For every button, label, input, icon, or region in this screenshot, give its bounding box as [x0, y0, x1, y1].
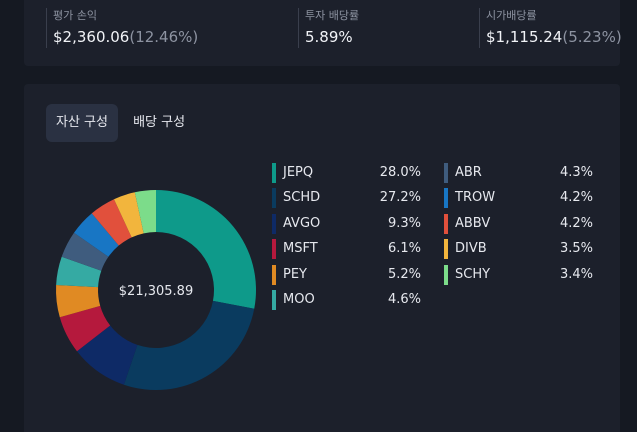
- stat-sub-value: (12.46%): [129, 28, 199, 46]
- legend-item-schd[interactable]: SCHD 27.2%: [272, 188, 421, 209]
- legend-percentage: 3.5%: [559, 241, 593, 257]
- legend-percentage: 4.2%: [559, 190, 593, 206]
- stat-main-value: $1,115.24: [486, 28, 563, 46]
- legend-ticker: TROW: [455, 190, 496, 206]
- legend-swatch: [272, 264, 276, 285]
- legend-swatch: [272, 290, 276, 310]
- legend-ticker: ABR: [455, 165, 482, 180]
- donut-center-total: $21,305.89: [119, 284, 193, 299]
- donut-slice-jepq[interactable]: [156, 190, 256, 309]
- legend-ticker: ABBV: [455, 215, 491, 231]
- donut-slice-trow[interactable]: [74, 213, 119, 257]
- donut-slice-divb[interactable]: [113, 192, 144, 238]
- stat-market-yield: 시가배당률 $1,115.24(5.23%): [479, 8, 622, 48]
- donut-slice-moo[interactable]: [56, 256, 102, 288]
- stat-main-value: $2,360.06: [53, 28, 130, 46]
- legend-ticker: SCHD: [283, 190, 321, 206]
- stat-label: 시가배당률: [486, 9, 537, 22]
- legend-item-avgo[interactable]: AVGO 9.3%: [272, 213, 421, 234]
- legend-percentage: 27.2%: [379, 190, 421, 206]
- donut-slice-schd[interactable]: [123, 300, 255, 390]
- donut-slice-abr[interactable]: [61, 232, 109, 271]
- legend-swatch: [444, 163, 448, 183]
- summary-card: 평가 손익 $2,360.06(12.46%) 투자 배당률 5.89% 시가배…: [24, 0, 622, 66]
- legend-ticker: MSFT: [283, 241, 318, 257]
- legend-swatch: [444, 239, 448, 260]
- legend-ticker: AVGO: [283, 215, 321, 231]
- legend-swatch: [272, 213, 276, 234]
- legend-percentage: 28.0%: [379, 165, 421, 180]
- stat-value: $2,360.06(12.46%): [53, 26, 198, 48]
- legend-ticker: DIVB: [455, 241, 487, 257]
- legend-ticker: PEY: [283, 266, 307, 282]
- legend-swatch: [272, 188, 276, 209]
- legend-item-moo[interactable]: MOO 4.6%: [272, 290, 421, 310]
- stat-value: $1,115.24(5.23%): [486, 26, 622, 48]
- donut-slice-pey[interactable]: [56, 284, 101, 318]
- legend-swatch: [272, 163, 276, 183]
- legend-item-divb[interactable]: DIVB 3.5%: [444, 239, 593, 260]
- tab-asset-composition[interactable]: 자산 구성: [46, 104, 118, 142]
- legend-swatch: [444, 213, 448, 234]
- legend-item-jepq[interactable]: JEPQ 28.0%: [272, 163, 421, 183]
- donut-slice-schy[interactable]: [134, 190, 156, 234]
- donut-chart: $21,305.89: [56, 190, 256, 390]
- legend-item-schy[interactable]: SCHY 3.4%: [444, 264, 593, 285]
- legend-percentage: 4.6%: [387, 292, 421, 307]
- legend-item-abbv[interactable]: ABBV 4.2%: [444, 213, 593, 234]
- legend-percentage: 4.2%: [559, 215, 593, 231]
- legend-item-msft[interactable]: MSFT 6.1%: [272, 239, 421, 260]
- donut-slice-abbv[interactable]: [91, 199, 132, 246]
- donut-slice-msft[interactable]: [59, 305, 111, 352]
- legend-ticker: SCHY: [455, 266, 491, 282]
- legend-ticker: JEPQ: [283, 165, 314, 180]
- composition-card: 자산 구성 배당 구성 $21,305.89 JEPQ 28.0% SCHD 27.2…: [24, 84, 620, 432]
- legend-percentage: 4.3%: [559, 165, 593, 180]
- legend-percentage: 6.1%: [387, 241, 421, 257]
- tab-dividend-composition[interactable]: 배당 구성: [133, 115, 186, 130]
- legend-swatch: [272, 239, 276, 260]
- stat-unrealized-pnl: 평가 손익 $2,360.06(12.46%): [46, 8, 198, 48]
- legend-swatch: [444, 188, 448, 209]
- composition-tabs: 자산 구성 배당 구성: [46, 104, 195, 142]
- legend-percentage: 5.2%: [387, 266, 421, 282]
- legend-item-trow[interactable]: TROW 4.2%: [444, 188, 593, 209]
- legend-item-abr[interactable]: ABR 4.3%: [444, 163, 593, 183]
- stat-main-value: 5.89%: [305, 28, 353, 46]
- stat-investment-yield: 투자 배당률 5.89%: [298, 8, 359, 48]
- stat-label: 투자 배당률: [305, 9, 360, 22]
- legend-ticker: MOO: [283, 292, 315, 307]
- stat-label: 평가 손익: [53, 9, 97, 22]
- legend-item-pey[interactable]: PEY 5.2%: [272, 264, 421, 285]
- legend-percentage: 3.4%: [559, 266, 593, 282]
- stat-sub-value: (5.23%): [562, 28, 622, 46]
- legend-percentage: 9.3%: [387, 215, 421, 231]
- legend-swatch: [444, 264, 448, 285]
- donut-slice-avgo[interactable]: [76, 325, 138, 385]
- stat-value: 5.89%: [305, 26, 359, 48]
